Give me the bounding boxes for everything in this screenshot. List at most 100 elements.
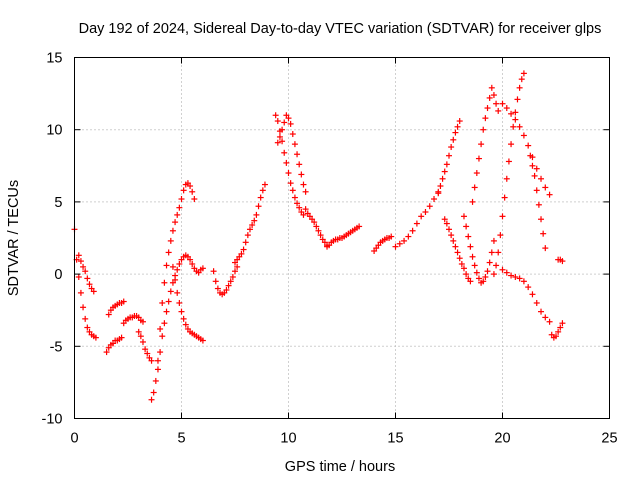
data-point [467, 243, 474, 250]
x-tick-label: 10 [280, 431, 296, 447]
data-point [490, 271, 497, 278]
data-point [163, 262, 170, 269]
data-point [161, 279, 168, 286]
data-point [542, 184, 549, 191]
data-point [154, 357, 161, 364]
data-point [501, 194, 508, 201]
y-tick-label: 15 [46, 51, 62, 67]
data-point [178, 196, 185, 203]
data-point [499, 213, 506, 220]
data-point [300, 181, 307, 188]
data-point [163, 308, 170, 315]
data-point [520, 132, 527, 139]
data-point [105, 311, 112, 318]
data-point [291, 194, 298, 201]
data-point [313, 223, 320, 230]
data-point [469, 198, 476, 205]
y-tick-label: 5 [54, 195, 62, 211]
data-point [516, 275, 523, 282]
data-point [525, 284, 532, 291]
data-point [546, 318, 553, 325]
data-point [227, 278, 234, 285]
data-point [493, 262, 500, 269]
data-point [473, 170, 480, 177]
data-point [253, 211, 260, 218]
data-point [84, 275, 91, 282]
data-point [456, 118, 463, 125]
data-point [443, 220, 450, 227]
data-point [431, 196, 438, 203]
data-point [450, 237, 457, 244]
data-point [488, 84, 495, 91]
data-point [490, 92, 497, 99]
data-point [86, 281, 93, 288]
data-point [176, 260, 183, 267]
data-point [75, 273, 82, 280]
data-point [82, 268, 89, 275]
data-point [413, 220, 420, 227]
data-point [512, 273, 519, 280]
data-point [178, 308, 185, 315]
data-point [480, 278, 487, 285]
data-point [274, 118, 281, 125]
data-point [77, 289, 84, 296]
data-point [559, 258, 566, 265]
data-point [161, 320, 168, 327]
data-point [82, 315, 89, 322]
data-point [311, 219, 318, 226]
data-point [484, 105, 491, 112]
data-point [148, 357, 155, 364]
data-point [283, 159, 290, 166]
data-point [142, 346, 149, 353]
data-point [508, 272, 515, 279]
data-point [486, 94, 493, 101]
data-point [482, 115, 489, 122]
data-point [77, 258, 84, 265]
data-point [499, 266, 506, 273]
data-point [495, 107, 502, 114]
data-point [287, 180, 294, 187]
data-point [165, 298, 172, 305]
data-point [471, 262, 478, 269]
x-tick-label: 15 [387, 431, 403, 447]
data-point [508, 141, 515, 148]
data-point [512, 109, 519, 116]
data-point [75, 252, 82, 259]
data-point [441, 216, 448, 223]
y-axis-label: SDTVAR / TECUs [6, 180, 22, 296]
data-point [426, 203, 433, 210]
data-point [471, 184, 478, 191]
data-point [244, 232, 251, 239]
data-point [174, 289, 181, 296]
data-point [463, 223, 470, 230]
data-point [503, 269, 510, 276]
data-point [257, 194, 264, 201]
y-tick-label: 0 [54, 267, 62, 283]
data-point [289, 187, 296, 194]
data-point [139, 318, 146, 325]
data-point [456, 255, 463, 262]
data-point [234, 263, 241, 270]
data-point [187, 256, 194, 263]
data-point [465, 233, 472, 240]
data-point [296, 161, 303, 168]
data-point [191, 196, 198, 203]
data-point [499, 100, 506, 107]
data-point [199, 337, 206, 344]
data-point [458, 260, 465, 267]
data-point [187, 183, 194, 190]
data-point [467, 278, 474, 285]
data-point [176, 204, 183, 211]
data-point [460, 213, 467, 220]
data-point [84, 324, 91, 331]
data-point [480, 126, 487, 133]
data-point [180, 315, 187, 322]
data-point [120, 298, 127, 305]
data-point [478, 141, 485, 148]
plot-frame [74, 57, 610, 419]
data-point [392, 243, 399, 250]
data-point [486, 259, 493, 266]
data-point [302, 206, 309, 213]
data-point [533, 299, 540, 306]
data-point [169, 263, 176, 270]
